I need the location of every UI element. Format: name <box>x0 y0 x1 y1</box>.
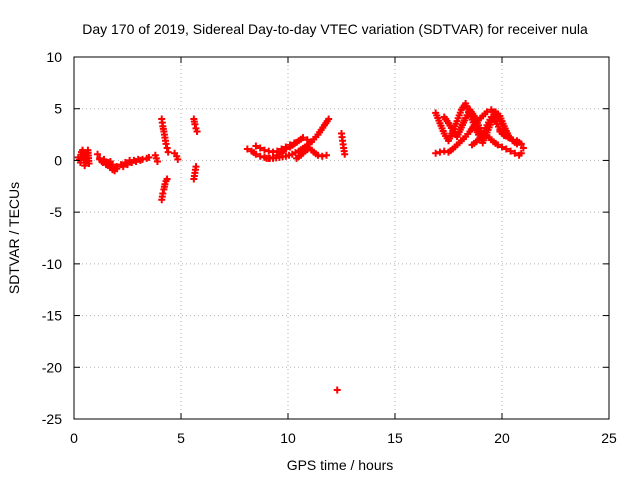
data-point <box>511 149 519 157</box>
data-point <box>132 157 140 165</box>
data-point <box>440 147 448 155</box>
data-point <box>164 148 172 156</box>
series-arc-8 <box>151 151 161 165</box>
data-point <box>299 134 307 142</box>
grid-lines <box>74 57 609 419</box>
x-tick-label: 20 <box>494 430 510 446</box>
data-point <box>256 152 264 160</box>
data-point <box>153 157 161 165</box>
y-tick-label: 5 <box>54 101 62 117</box>
series-arc-10 <box>190 115 201 135</box>
data-points <box>74 100 527 394</box>
data-point <box>504 134 512 142</box>
data-point <box>256 144 264 152</box>
y-tick-label: 0 <box>54 152 62 168</box>
data-point <box>252 150 260 158</box>
x-tick-label: 25 <box>601 430 617 446</box>
data-point <box>136 156 144 164</box>
data-point <box>432 149 440 157</box>
data-point <box>243 145 251 153</box>
data-point <box>265 147 273 155</box>
data-point <box>269 148 277 156</box>
data-point <box>119 163 127 171</box>
data-point <box>145 153 153 161</box>
data-point <box>109 161 117 169</box>
y-axis-label: SDTVAR / TECUs <box>6 182 22 294</box>
y-tick-label: -25 <box>42 411 62 427</box>
data-point <box>162 140 170 148</box>
data-point <box>498 143 506 151</box>
data-point <box>174 155 182 163</box>
data-point <box>502 145 510 153</box>
data-point <box>341 150 349 158</box>
data-point <box>273 147 281 155</box>
series-arc-11 <box>190 163 200 183</box>
data-point <box>124 161 131 169</box>
x-axis-label: GPS time / hours <box>287 457 394 473</box>
series-arc-15 <box>293 144 331 162</box>
series-arc-5 <box>119 156 144 171</box>
y-tick-label: -20 <box>42 359 62 375</box>
data-point <box>85 160 93 168</box>
data-point <box>509 136 517 144</box>
data-point <box>494 141 502 149</box>
series-arc-3 <box>96 155 117 169</box>
data-point <box>333 386 341 394</box>
series-arc-17 <box>333 386 341 394</box>
data-point <box>318 152 326 160</box>
data-point <box>191 120 199 128</box>
data-point <box>113 163 121 171</box>
series-arc-7 <box>158 175 171 204</box>
data-point <box>252 142 260 150</box>
x-tick-label: 0 <box>70 430 78 446</box>
data-point <box>507 147 515 155</box>
x-tick-label: 10 <box>280 430 296 446</box>
x-tick-label: 15 <box>387 430 403 446</box>
data-point <box>163 144 171 152</box>
data-point <box>323 151 331 159</box>
series-arc-6 <box>158 115 172 156</box>
series-arc-21 <box>468 130 525 159</box>
series-arc-22 <box>496 127 527 152</box>
y-tick-label: -10 <box>42 256 62 272</box>
x-tick-label: 5 <box>177 430 185 446</box>
data-point <box>282 143 290 151</box>
data-point <box>260 146 268 154</box>
data-point <box>517 140 525 148</box>
series-arc-16 <box>338 130 349 158</box>
data-point <box>325 115 333 123</box>
y-tick-label: -15 <box>42 308 62 324</box>
data-point <box>193 127 201 135</box>
data-point <box>517 149 525 157</box>
series-arc-14 <box>263 115 333 162</box>
chart-title: Day 170 of 2019, Sidereal Day-to-day VTE… <box>82 21 588 37</box>
data-point <box>192 163 200 171</box>
data-point <box>314 151 322 159</box>
series-arc-9 <box>171 149 182 163</box>
series-arc-1 <box>74 146 93 170</box>
data-point <box>436 148 444 156</box>
data-point <box>286 141 294 149</box>
y-tick-label: 10 <box>46 49 62 65</box>
data-point <box>163 175 171 183</box>
data-point <box>128 158 136 166</box>
series-arc-13 <box>252 139 298 156</box>
plot-frame <box>73 56 610 420</box>
data-point <box>159 190 167 198</box>
data-point <box>290 139 298 147</box>
axis-ticks: 0 5 10 15 20 25 -25 -20 -15 -10 -5 0 5 10 <box>42 49 617 446</box>
data-point <box>94 150 102 158</box>
series-arc-20 <box>432 106 512 157</box>
data-point <box>278 145 286 153</box>
data-point <box>519 144 527 152</box>
y-tick-label: -5 <box>50 204 63 220</box>
data-point <box>483 108 491 116</box>
